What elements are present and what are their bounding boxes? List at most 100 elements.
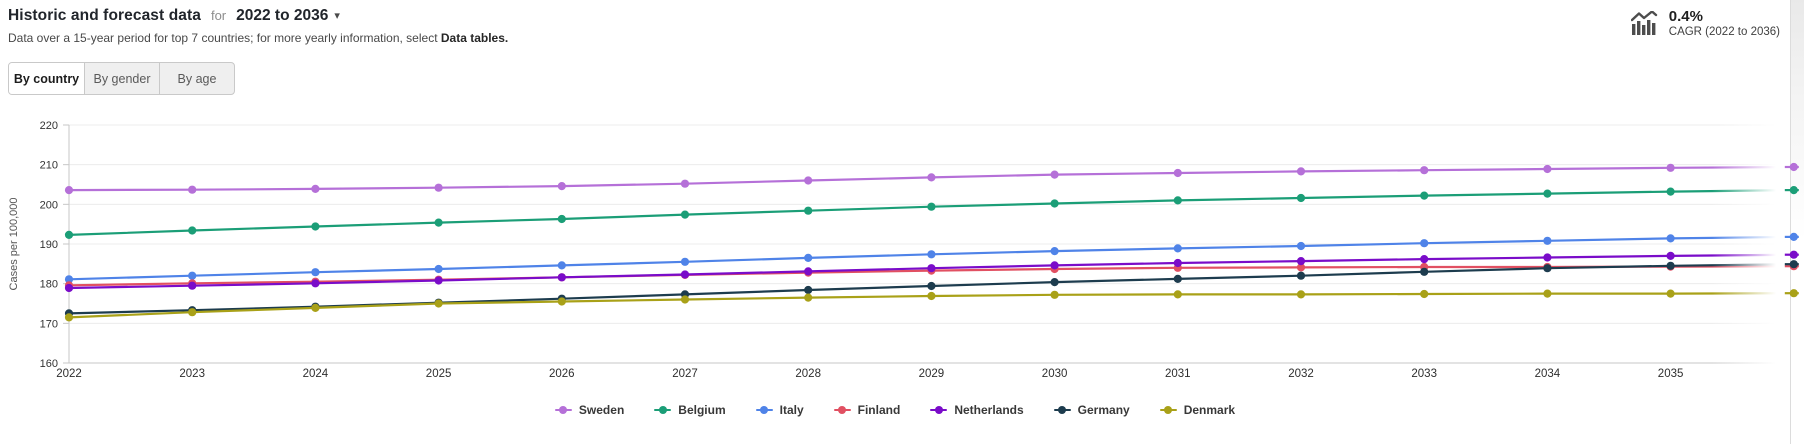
- data-point-denmark-2034[interactable]: [1543, 289, 1552, 298]
- data-point-italy-2034[interactable]: [1543, 236, 1552, 245]
- data-point-italy-2024[interactable]: [311, 268, 320, 277]
- data-tables-link[interactable]: Data tables.: [440, 31, 509, 45]
- data-point-sweden-2033[interactable]: [1420, 166, 1429, 175]
- date-range-dropdown[interactable]: 2022 to 2036 ▾: [236, 7, 340, 25]
- data-point-sweden-2024[interactable]: [311, 184, 320, 193]
- data-point-denmark-2035[interactable]: [1666, 289, 1675, 298]
- data-point-sweden-2032[interactable]: [1296, 167, 1306, 176]
- data-point-italy-2026[interactable]: [557, 261, 566, 270]
- data-point-belgium-2023[interactable]: [188, 226, 197, 235]
- data-point-netherlands-2022[interactable]: [64, 283, 74, 293]
- data-point-denmark-2027[interactable]: [680, 295, 690, 304]
- data-point-belgium-2028[interactable]: [804, 206, 813, 215]
- tab-by-country[interactable]: By country: [9, 63, 84, 94]
- data-point-finland-2032[interactable]: [1296, 263, 1306, 272]
- data-point-netherlands-2032[interactable]: [1296, 257, 1306, 266]
- legend-item-netherlands[interactable]: Netherlands: [930, 403, 1024, 417]
- data-point-netherlands-2025[interactable]: [434, 276, 443, 285]
- data-point-sweden-2028[interactable]: [804, 176, 813, 185]
- data-point-italy-2031[interactable]: [1173, 244, 1182, 253]
- data-point-belgium-2033[interactable]: [1420, 191, 1429, 200]
- data-point-sweden-2031[interactable]: [1173, 168, 1182, 178]
- data-point-denmark-2024[interactable]: [311, 303, 320, 312]
- data-point-denmark-2029[interactable]: [927, 291, 936, 301]
- data-point-netherlands-2026[interactable]: [557, 273, 566, 282]
- y-tick-label: 210: [40, 160, 58, 172]
- data-point-italy-2029[interactable]: [927, 250, 936, 259]
- data-point-sweden-2027[interactable]: [680, 179, 690, 188]
- data-point-italy-2025[interactable]: [434, 264, 443, 274]
- data-point-sweden-2035[interactable]: [1666, 163, 1675, 172]
- tab-by-age[interactable]: By age: [159, 63, 234, 94]
- legend-item-finland[interactable]: Finland: [833, 403, 900, 417]
- data-point-netherlands-2024[interactable]: [311, 279, 320, 288]
- data-point-belgium-2030[interactable]: [1050, 199, 1059, 208]
- data-point-belgium-2025[interactable]: [434, 218, 443, 227]
- data-point-belgium-2024[interactable]: [311, 222, 320, 231]
- data-point-sweden-2030[interactable]: [1050, 170, 1059, 179]
- data-point-germany-2028[interactable]: [804, 285, 813, 295]
- data-point-netherlands-2030[interactable]: [1050, 261, 1059, 270]
- data-point-denmark-2031[interactable]: [1173, 290, 1182, 299]
- data-point-sweden-2036[interactable]: [1789, 162, 1798, 172]
- data-point-belgium-2027[interactable]: [680, 210, 690, 219]
- data-point-germany-2033[interactable]: [1420, 267, 1429, 276]
- data-point-denmark-2022[interactable]: [64, 313, 74, 322]
- data-point-germany-2029[interactable]: [927, 281, 936, 291]
- data-point-germany-2030[interactable]: [1050, 278, 1059, 287]
- data-point-netherlands-2029[interactable]: [927, 264, 936, 273]
- data-point-denmark-2032[interactable]: [1296, 290, 1306, 299]
- data-point-sweden-2029[interactable]: [927, 173, 936, 182]
- data-point-denmark-2033[interactable]: [1420, 289, 1429, 299]
- data-point-italy-2028[interactable]: [804, 253, 813, 262]
- data-point-germany-2031[interactable]: [1173, 274, 1182, 283]
- data-point-belgium-2029[interactable]: [927, 202, 936, 211]
- data-point-denmark-2025[interactable]: [434, 299, 443, 308]
- data-point-italy-2022[interactable]: [64, 275, 74, 284]
- data-point-netherlands-2033[interactable]: [1420, 255, 1429, 264]
- data-point-denmark-2023[interactable]: [188, 308, 197, 317]
- data-point-sweden-2022[interactable]: [64, 186, 74, 195]
- data-point-belgium-2026[interactable]: [557, 214, 566, 224]
- data-point-sweden-2026[interactable]: [557, 182, 566, 191]
- data-point-italy-2033[interactable]: [1420, 239, 1429, 248]
- data-point-belgium-2032[interactable]: [1296, 193, 1306, 203]
- data-point-denmark-2036[interactable]: [1789, 289, 1798, 298]
- data-point-netherlands-2036[interactable]: [1789, 250, 1798, 259]
- data-point-italy-2027[interactable]: [680, 257, 690, 266]
- legend-item-denmark[interactable]: Denmark: [1159, 403, 1235, 417]
- data-point-belgium-2031[interactable]: [1173, 196, 1182, 205]
- legend-item-belgium[interactable]: Belgium: [654, 403, 726, 417]
- data-point-belgium-2036[interactable]: [1789, 186, 1798, 195]
- data-point-sweden-2025[interactable]: [434, 183, 443, 192]
- data-point-netherlands-2034[interactable]: [1543, 253, 1552, 262]
- data-point-germany-2035[interactable]: [1666, 261, 1675, 270]
- data-point-belgium-2034[interactable]: [1543, 189, 1552, 198]
- legend-item-sweden[interactable]: Sweden: [554, 403, 624, 417]
- data-point-netherlands-2031[interactable]: [1173, 258, 1182, 268]
- data-point-sweden-2034[interactable]: [1543, 164, 1552, 174]
- legend-item-italy[interactable]: Italy: [755, 403, 804, 417]
- legend-item-germany[interactable]: Germany: [1053, 403, 1130, 417]
- data-point-netherlands-2027[interactable]: [680, 270, 690, 279]
- data-point-germany-2034[interactable]: [1543, 264, 1552, 273]
- data-point-denmark-2028[interactable]: [804, 293, 813, 302]
- data-point-italy-2032[interactable]: [1296, 241, 1306, 251]
- data-point-italy-2030[interactable]: [1050, 247, 1059, 256]
- data-point-belgium-2035[interactable]: [1666, 187, 1675, 196]
- data-point-italy-2023[interactable]: [188, 271, 197, 280]
- data-point-italy-2036[interactable]: [1789, 232, 1798, 241]
- for-label: for: [210, 8, 227, 23]
- data-point-netherlands-2028[interactable]: [804, 267, 813, 276]
- data-point-italy-2035[interactable]: [1666, 234, 1675, 243]
- data-point-germany-2036[interactable]: [1789, 260, 1798, 269]
- data-point-sweden-2023[interactable]: [188, 185, 197, 194]
- data-point-netherlands-2035[interactable]: [1666, 251, 1675, 260]
- legend-label: Italy: [779, 403, 804, 417]
- data-point-denmark-2026[interactable]: [557, 297, 566, 306]
- data-point-denmark-2030[interactable]: [1050, 290, 1059, 299]
- data-point-netherlands-2023[interactable]: [188, 281, 197, 290]
- data-point-germany-2032[interactable]: [1296, 271, 1306, 280]
- data-point-belgium-2022[interactable]: [64, 230, 74, 239]
- tab-by-gender[interactable]: By gender: [84, 63, 159, 94]
